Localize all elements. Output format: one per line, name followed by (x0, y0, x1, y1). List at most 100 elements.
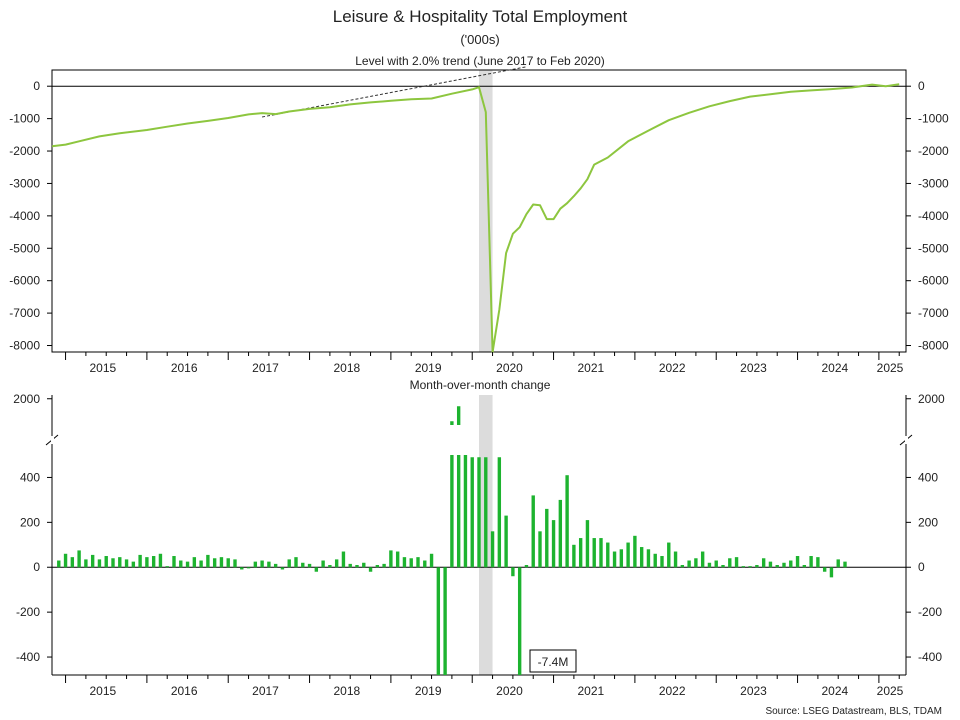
change-bar (755, 565, 759, 568)
axis-break-gap (51, 436, 54, 444)
change-bar (761, 558, 766, 568)
level-y-tick-label-right: -7000 (918, 306, 949, 320)
change-bar (653, 553, 657, 568)
change-y-tick-label-right: 200 (918, 515, 938, 529)
level-y-tick-label-left: -2000 (9, 144, 40, 158)
change-bar (775, 565, 779, 568)
change-bar (484, 457, 488, 568)
level-plot-frame (51, 69, 907, 353)
change-bar (138, 554, 142, 568)
level-x-tick-label: 2016 (171, 361, 198, 375)
change-bar (497, 457, 502, 568)
change-bar (721, 565, 725, 568)
change-bar (328, 565, 332, 568)
level-y-tick-label-left: -7000 (9, 306, 40, 320)
change-bar (531, 495, 535, 568)
change-bar (219, 557, 224, 568)
change-bar (321, 560, 325, 568)
level-x-tick-label: 2023 (740, 361, 767, 375)
change-bar (233, 559, 237, 568)
change-bar (409, 558, 413, 568)
level-x-tick-label: 2015 (89, 361, 116, 375)
change-y-tick-label-left: 400 (20, 470, 40, 484)
change-bar (585, 520, 590, 568)
level-x-tick-label: 2021 (577, 361, 604, 375)
change-bar (307, 563, 312, 568)
change-bar (423, 560, 427, 568)
level-y-tick-label-left: 0 (33, 79, 40, 93)
change-bar (90, 554, 95, 568)
level-y-tick-label-right: -8000 (918, 339, 949, 353)
change-bar (280, 567, 285, 570)
change-bar (517, 567, 522, 675)
change-panel-title: Month-over-month change (410, 378, 551, 392)
change-bar (768, 561, 773, 568)
change-bar (389, 550, 393, 568)
change-bar (504, 515, 508, 568)
change-bar (734, 557, 739, 568)
level-y-tick-label-right: -5000 (918, 241, 949, 255)
change-bar (558, 499, 563, 568)
change-bar (660, 556, 664, 568)
change-x-tick-label: 2024 (821, 684, 848, 698)
level-y-tick-label-left: -5000 (9, 241, 40, 255)
change-bar (226, 558, 230, 568)
change-bar (714, 560, 718, 568)
change-bar (273, 563, 278, 568)
change-bar (151, 556, 156, 568)
level-y-tick-label-left: -3000 (9, 176, 40, 190)
change-bar-upper (456, 406, 461, 425)
change-bar (199, 560, 203, 568)
level-x-tick-label: 2022 (659, 361, 686, 375)
change-y-tick-label-left: -200 (16, 605, 40, 619)
change-bar (599, 538, 603, 568)
change-bar (511, 567, 515, 577)
level-panel-title: Level with 2.0% trend (June 2017 to Feb … (355, 54, 605, 68)
change-bar (436, 567, 441, 675)
change-bar (829, 567, 834, 578)
change-bar (165, 566, 169, 568)
annotation-box (529, 649, 577, 673)
level-y-tick-label-right: 0 (918, 79, 925, 93)
level-y-tick-label-left: -6000 (9, 274, 40, 288)
change-bar (77, 550, 81, 568)
change-x-tick-label: 2021 (577, 684, 604, 698)
level-x-tick-label: 2018 (333, 361, 360, 375)
level-x-tick-label: 2024 (821, 361, 848, 375)
change-bar (728, 558, 732, 568)
change-bar (301, 562, 305, 568)
change-bar (443, 567, 447, 675)
change-x-tick-label: 2020 (496, 684, 523, 698)
change-y-tick-label-right: -400 (918, 650, 942, 664)
change-bar (789, 560, 793, 568)
change-bar (131, 561, 136, 568)
change-bar (429, 553, 434, 568)
level-y-tick-label-right: -6000 (918, 274, 949, 288)
change-bar (179, 560, 183, 568)
change-bar (355, 565, 359, 568)
change-bar (70, 557, 75, 568)
change-bar (639, 547, 644, 568)
change-bar (416, 557, 420, 568)
change-bar (809, 556, 813, 568)
level-x-tick-label: 2019 (415, 361, 442, 375)
annotation-label: -7.4M (538, 655, 569, 669)
change-bar (212, 558, 217, 568)
change-bar (63, 553, 68, 568)
change-x-tick-label: 2017 (252, 684, 279, 698)
change-bar (104, 556, 108, 568)
change-bar (362, 562, 366, 568)
change-bar (802, 565, 807, 568)
change-bar (741, 566, 746, 568)
change-y-tick-label-left: 200 (20, 515, 40, 529)
change-bar (843, 561, 847, 568)
level-x-tick-label: 2017 (252, 361, 279, 375)
change-bar (84, 559, 88, 568)
change-y-tick-label-left: 0 (33, 560, 40, 574)
level-y-tick-label-left: -1000 (9, 112, 40, 126)
axis-break-gap (905, 436, 908, 444)
change-bar (111, 558, 115, 568)
change-bar (206, 554, 210, 568)
change-bar (287, 559, 291, 568)
